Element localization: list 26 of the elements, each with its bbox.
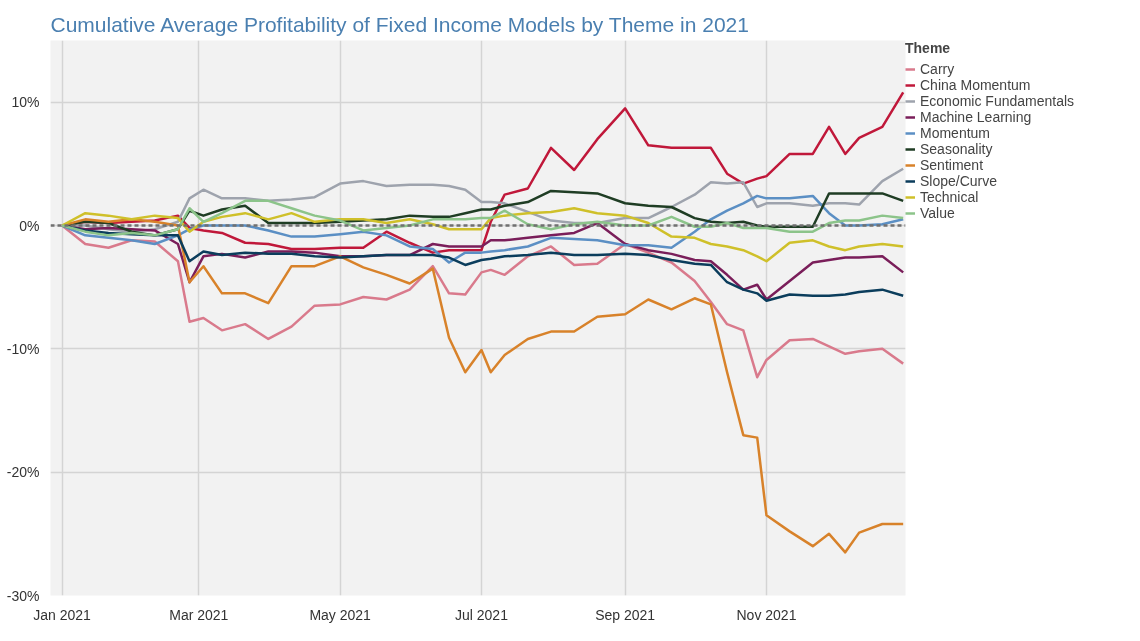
legend-label: China Momentum	[920, 77, 1031, 93]
legend-label: Value	[920, 205, 955, 221]
legend-label: Momentum	[920, 125, 991, 141]
legend-label: Economic Fundamentals	[920, 93, 1075, 109]
x-tick-label: Jul 2021	[455, 606, 509, 623]
x-tick-label: Jan 2021	[33, 606, 92, 623]
line-series	[60, 199, 905, 237]
y-tick-label: 10%	[11, 94, 40, 111]
x-tick-label: Mar 2021	[169, 606, 229, 623]
y-tick-label: 0%	[19, 217, 40, 234]
legend-label: Machine Learning	[920, 109, 1032, 125]
chart-title: Cumulative Average Profitability of Fixed Income Models by Theme in 2021	[50, 12, 749, 36]
legend-title: Theme	[905, 40, 952, 56]
legend-label: Slope/Curve	[920, 173, 998, 189]
y-tick-label: -20%	[6, 464, 40, 481]
y-tick-label: -30%	[6, 587, 40, 604]
line-series	[60, 224, 905, 379]
legend-label: Carry	[920, 61, 955, 77]
legend-label: Seasonality	[920, 141, 993, 157]
legend-label: Sentiment	[920, 157, 984, 173]
x-tick-label: Nov 2021	[736, 606, 797, 623]
x-tick-label: May 2021	[309, 606, 372, 623]
line-series	[60, 206, 905, 263]
legend-label: Technical	[920, 189, 979, 205]
y-tick-label: -10%	[6, 340, 40, 357]
x-tick-label: Sep 2021	[595, 606, 656, 623]
